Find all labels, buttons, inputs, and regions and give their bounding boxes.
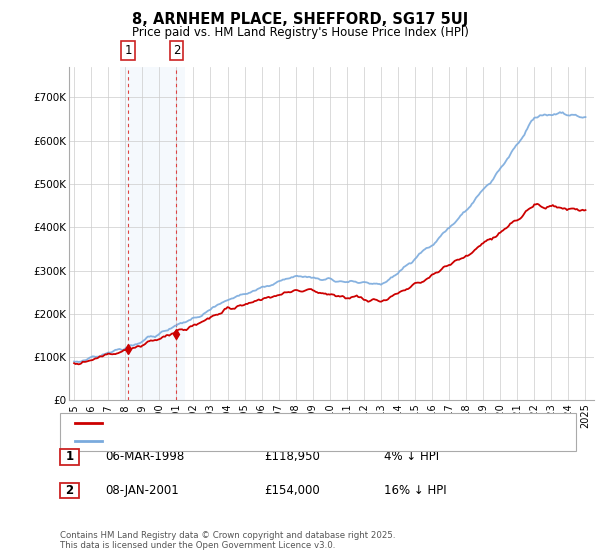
Text: 2: 2 — [173, 44, 180, 57]
Text: 08-JAN-2001: 08-JAN-2001 — [105, 484, 179, 497]
Text: £154,000: £154,000 — [264, 484, 320, 497]
Text: 1: 1 — [65, 450, 74, 464]
Text: 4% ↓ HPI: 4% ↓ HPI — [384, 450, 439, 464]
Text: Contains HM Land Registry data © Crown copyright and database right 2025.
This d: Contains HM Land Registry data © Crown c… — [60, 530, 395, 550]
Bar — [120, 67, 185, 400]
Text: 16% ↓ HPI: 16% ↓ HPI — [384, 484, 446, 497]
Text: 2: 2 — [65, 484, 74, 497]
Text: HPI: Average price, detached house, Central Bedfordshire: HPI: Average price, detached house, Cent… — [109, 436, 424, 446]
Text: 8, ARNHEM PLACE, SHEFFORD, SG17 5UJ: 8, ARNHEM PLACE, SHEFFORD, SG17 5UJ — [132, 12, 468, 27]
Text: 06-MAR-1998: 06-MAR-1998 — [105, 450, 184, 464]
Text: 1: 1 — [124, 44, 132, 57]
Text: £118,950: £118,950 — [264, 450, 320, 464]
Text: Price paid vs. HM Land Registry's House Price Index (HPI): Price paid vs. HM Land Registry's House … — [131, 26, 469, 39]
Text: 8, ARNHEM PLACE, SHEFFORD, SG17 5UJ (detached house): 8, ARNHEM PLACE, SHEFFORD, SG17 5UJ (det… — [109, 418, 433, 428]
